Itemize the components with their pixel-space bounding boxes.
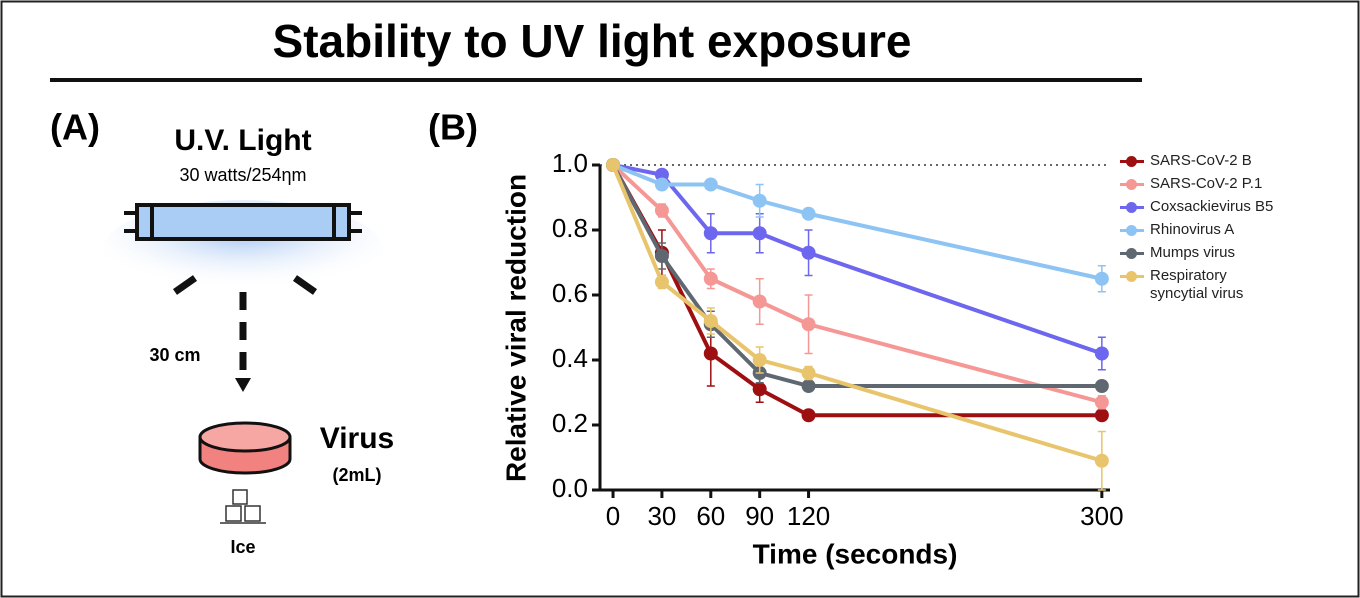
legend-label: SARS-CoV-2 P.1 — [1150, 175, 1280, 193]
data-point — [802, 317, 816, 331]
data-point — [1095, 454, 1109, 468]
series-line — [613, 165, 1102, 354]
legend-swatch — [1120, 244, 1144, 262]
data-point — [802, 207, 816, 221]
light-label: U.V. Light — [174, 124, 311, 157]
x-tick-label: 60 — [696, 501, 725, 531]
y-tick-label: 0.4 — [552, 343, 588, 373]
panel-label: (B) — [428, 107, 478, 148]
legend-label: Respiratory syncytial virus — [1150, 267, 1280, 303]
dish-top — [200, 423, 290, 451]
data-point — [1095, 379, 1109, 393]
x-tick-label: 300 — [1080, 501, 1123, 531]
data-point — [753, 353, 767, 367]
data-point — [704, 272, 718, 286]
legend-swatch — [1120, 198, 1144, 216]
data-point — [655, 249, 669, 263]
light-spec: 30 watts/254ηm — [179, 165, 306, 185]
series-line — [613, 165, 1102, 279]
legend-swatch — [1120, 221, 1144, 239]
x-tick-label: 0 — [606, 501, 620, 531]
uv-tube — [137, 205, 349, 239]
data-point — [704, 314, 718, 328]
volume-label: (2mL) — [333, 465, 382, 485]
x-axis-title: Time (seconds) — [753, 538, 958, 569]
data-point — [704, 347, 718, 361]
data-point — [655, 204, 669, 218]
y-tick-label: 1.0 — [552, 148, 588, 178]
ice-icon — [220, 490, 266, 523]
legend-item: SARS-CoV-2 B — [1120, 152, 1320, 170]
data-point — [753, 382, 767, 396]
series-line — [613, 165, 1102, 386]
y-tick-label: 0.8 — [552, 213, 588, 243]
series-line — [613, 165, 1102, 402]
data-point — [1095, 272, 1109, 286]
data-point — [802, 408, 816, 422]
data-point — [753, 194, 767, 208]
data-point — [655, 275, 669, 289]
figure-title: Stability to UV light exposure — [273, 15, 912, 67]
legend-swatch — [1120, 152, 1144, 170]
distance-label: 30 cm — [149, 345, 200, 365]
data-point — [1095, 408, 1109, 422]
data-point — [753, 226, 767, 240]
data-point — [1095, 395, 1109, 409]
y-tick-label: 0.0 — [552, 473, 588, 503]
sample-label: Virus — [320, 422, 395, 455]
legend-swatch — [1120, 267, 1144, 285]
arrow-head — [235, 378, 251, 392]
data-point — [1095, 347, 1109, 361]
x-tick-label: 90 — [745, 501, 774, 531]
legend-item: Rhinovirus A — [1120, 221, 1320, 239]
legend-item: SARS-CoV-2 P.1 — [1120, 175, 1320, 193]
data-point — [606, 158, 620, 172]
data-point — [802, 246, 816, 260]
panel-label: (A) — [50, 107, 100, 148]
legend-item: Mumps virus — [1120, 244, 1320, 262]
legend-label: Rhinovirus A — [1150, 221, 1280, 239]
legend-label: Mumps virus — [1150, 244, 1280, 262]
y-tick-label: 0.6 — [552, 278, 588, 308]
legend-swatch — [1120, 175, 1144, 193]
x-tick-label: 30 — [647, 501, 676, 531]
legend-item: Coxsackievirus B5 — [1120, 198, 1320, 216]
y-tick-label: 0.2 — [552, 408, 588, 438]
ice-label: Ice — [230, 537, 255, 557]
legend-item: Respiratory syncytial virus — [1120, 267, 1320, 303]
data-point — [704, 178, 718, 192]
legend: SARS-CoV-2 B SARS-CoV-2 P.1 Coxsackievirus… — [1120, 152, 1320, 308]
data-point — [802, 379, 816, 393]
legend-label: SARS-CoV-2 B — [1150, 152, 1280, 170]
legend-label: Coxsackievirus B5 — [1150, 198, 1280, 216]
data-point — [802, 366, 816, 380]
data-point — [704, 226, 718, 240]
x-tick-label: 120 — [787, 501, 830, 531]
figure: Stability to UV light exposure (A) U.V. … — [0, 0, 1360, 598]
data-point — [655, 178, 669, 192]
data-point — [753, 295, 767, 309]
y-axis-title: Relative viral reduction — [500, 174, 531, 482]
